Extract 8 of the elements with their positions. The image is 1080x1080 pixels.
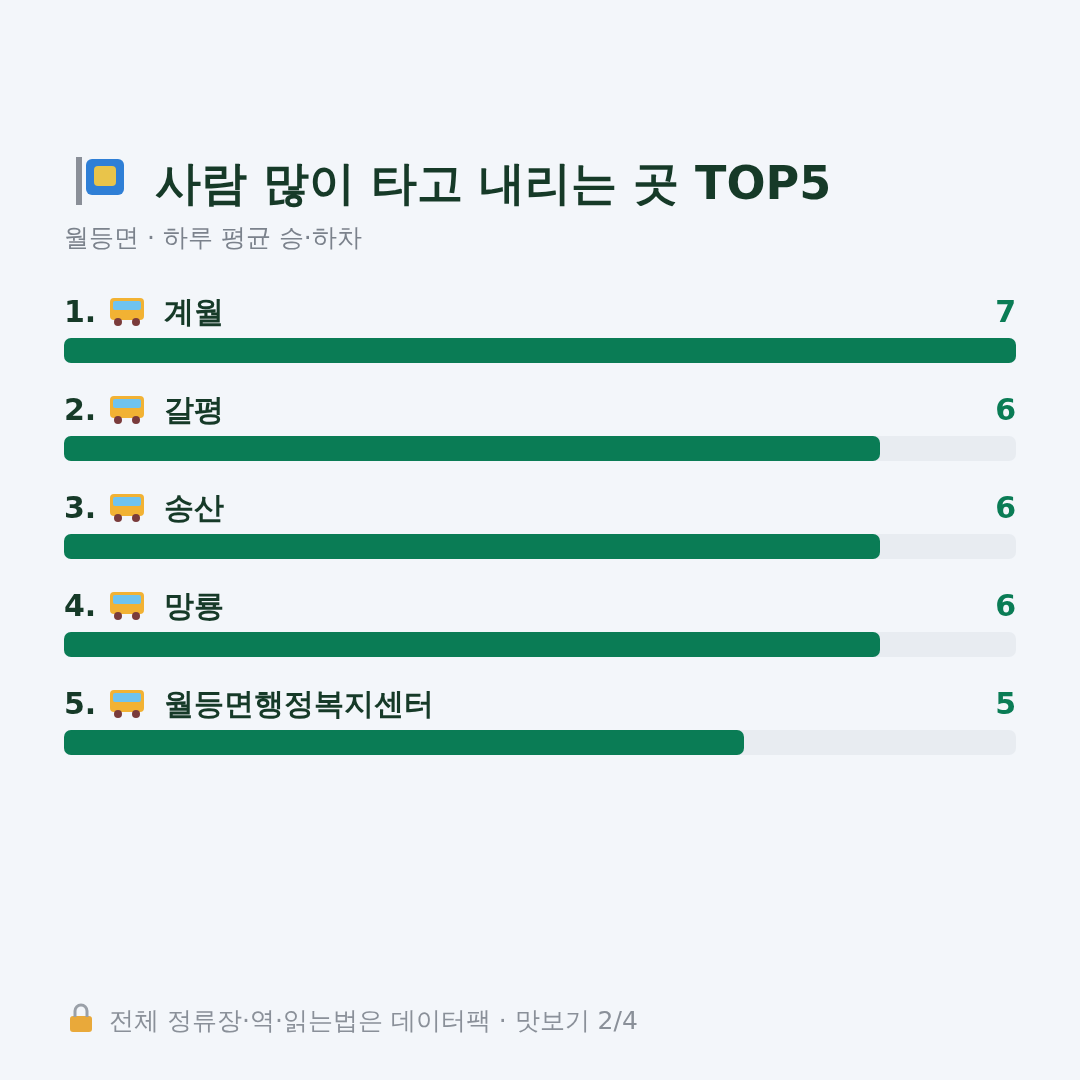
- data-label: 6: [995, 392, 1016, 427]
- data-label: 6: [995, 588, 1016, 623]
- chart-subtitle: 월등면 · 하루 평균 승·하차: [64, 223, 362, 252]
- data-label: 6: [995, 490, 1016, 525]
- data-label: 5: [995, 686, 1016, 721]
- data-label: 7: [995, 294, 1016, 329]
- text: 전체 정류장·역·읽는법은 데이터팩 · 맛보기 2/4: [109, 1006, 638, 1035]
- chart-title: 사람 많이 타고 내리는 곳 TOP5: [155, 156, 832, 210]
